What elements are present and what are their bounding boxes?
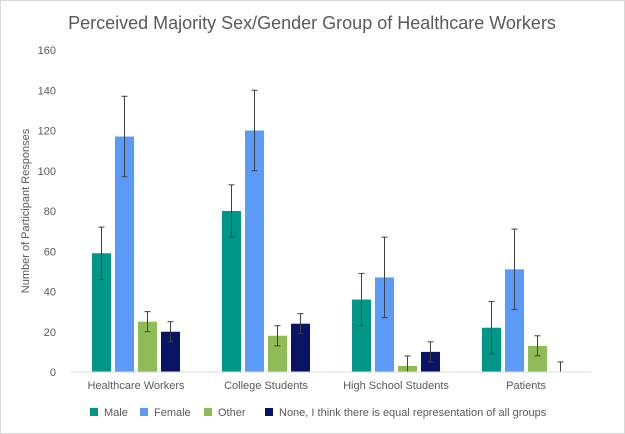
bar-female-0 bbox=[115, 136, 134, 372]
error-bar bbox=[358, 272, 365, 327]
error-bar bbox=[251, 89, 258, 172]
x-tick-label: College Students bbox=[224, 380, 308, 392]
bar-male-2 bbox=[352, 299, 371, 372]
bars-group bbox=[92, 89, 564, 372]
bar-male-1 bbox=[222, 211, 241, 372]
bar-none-0 bbox=[161, 331, 180, 372]
y-axis-label: Number of Participant Responses bbox=[20, 128, 32, 293]
legend-swatch bbox=[204, 408, 212, 416]
y-tick-label: 120 bbox=[38, 126, 56, 138]
y-axis-ticks: 0 20 40 60 80 100 120 140 160 bbox=[38, 45, 56, 379]
error-bar bbox=[488, 301, 495, 355]
y-tick-label: 60 bbox=[44, 246, 56, 258]
error-bar bbox=[274, 325, 281, 347]
error-bar bbox=[98, 226, 105, 280]
y-tick-label: 100 bbox=[38, 166, 56, 178]
bar-female-2 bbox=[375, 277, 394, 372]
y-tick-label: 40 bbox=[44, 287, 56, 299]
error-bar bbox=[534, 335, 541, 357]
bar-other-0 bbox=[138, 321, 157, 372]
legend-label: Male bbox=[104, 407, 128, 419]
y-tick-label: 160 bbox=[38, 45, 56, 57]
legend: Male Female Other None, I think there is eq… bbox=[90, 407, 547, 419]
error-bar bbox=[381, 236, 388, 319]
legend-item: Male bbox=[90, 407, 128, 419]
legend-item: None, I think there is equal representat… bbox=[265, 407, 547, 419]
x-axis-ticks: Healthcare Workers College Students High S… bbox=[88, 380, 547, 392]
x-tick-label: High School Students bbox=[343, 380, 449, 392]
y-tick-label: 0 bbox=[50, 367, 56, 379]
error-bar bbox=[144, 311, 151, 333]
bar-female-3 bbox=[505, 269, 524, 372]
legend-label: None, I think there is equal representat… bbox=[279, 407, 547, 419]
y-tick-label: 140 bbox=[38, 85, 56, 97]
x-tick-label: Patients bbox=[506, 380, 546, 392]
error-bar bbox=[121, 95, 128, 178]
legend-label: Other bbox=[218, 407, 246, 419]
bar-female-1 bbox=[245, 130, 264, 372]
legend-swatch bbox=[90, 408, 98, 416]
legend-item: Other bbox=[204, 407, 246, 419]
error-bar bbox=[404, 355, 411, 372]
x-tick-label: Healthcare Workers bbox=[88, 380, 185, 392]
legend-label: Female bbox=[154, 407, 191, 419]
y-tick-label: 80 bbox=[44, 206, 56, 218]
bar-male-0 bbox=[92, 253, 111, 372]
chart-title: Perceived Majority Sex/Gender Group of H… bbox=[68, 13, 556, 33]
bar-other-3 bbox=[528, 345, 547, 372]
error-bar bbox=[228, 184, 235, 238]
error-bar bbox=[297, 313, 304, 335]
legend-swatch bbox=[265, 408, 273, 416]
bar-none-1 bbox=[291, 323, 310, 372]
error-bar bbox=[427, 341, 434, 363]
error-bar bbox=[167, 321, 174, 343]
error-bar bbox=[557, 361, 564, 372]
legend-item: Female bbox=[140, 407, 191, 419]
y-tick-label: 20 bbox=[44, 327, 56, 339]
bar-other-1 bbox=[268, 335, 287, 372]
legend-swatch bbox=[140, 408, 148, 416]
error-bar bbox=[511, 228, 518, 311]
